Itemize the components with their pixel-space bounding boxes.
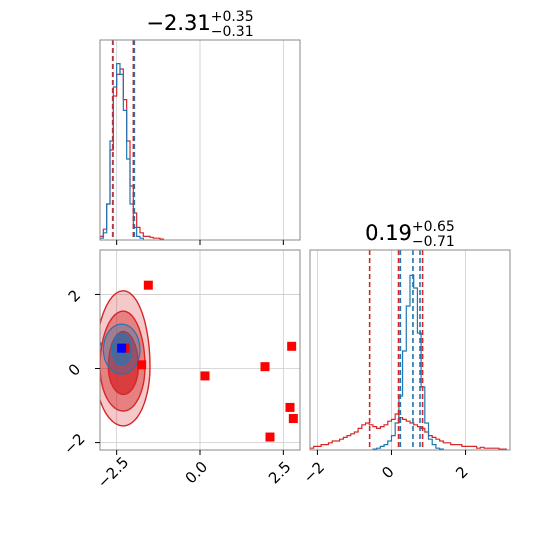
quantile-lines <box>111 40 136 240</box>
title-median: 0.19 <box>365 221 412 245</box>
title-minus: −0.71 <box>412 234 455 250</box>
panel-marginal-x: −2.31+0.35 −2.31−0.31 <box>99 9 301 245</box>
svg-text:0.19−0.71: 0.19−0.71 <box>365 221 455 250</box>
tick-label: −2 <box>300 458 328 486</box>
red-square-marker <box>137 360 147 370</box>
tick-label: 0 <box>65 360 84 379</box>
point-markers <box>100 280 298 442</box>
title-plus: +0.35 <box>211 9 254 25</box>
tick-label: 0.0 <box>182 458 212 488</box>
red-square-marker <box>200 371 210 381</box>
x-ticks <box>116 240 284 245</box>
histograms <box>310 274 507 450</box>
tick-label: −2.5 <box>94 453 132 491</box>
x-axis-ticks: −2.5 0.0 2.5 <box>94 450 295 492</box>
red-square-marker <box>260 362 270 372</box>
tick-label: 0 <box>378 463 397 482</box>
y-axis-ticks: −2 0 2 <box>60 286 100 458</box>
title-median: −2.31 <box>146 11 210 35</box>
blue-histogram <box>100 63 144 240</box>
red-square-marker <box>287 341 297 351</box>
tick-label: −2 <box>60 430 88 458</box>
red-square-marker <box>288 414 298 424</box>
panel-marginal-y: −2 0 2 0.19+0.65 0.19−0.71 <box>300 219 511 487</box>
red-square-marker <box>265 432 275 442</box>
panel-title: −2.31+0.35 <box>146 9 253 35</box>
red-square-marker <box>143 280 153 290</box>
tick-label: 2 <box>452 463 471 482</box>
title-minus: −0.31 <box>211 24 254 40</box>
blue-square-marker <box>117 343 127 353</box>
panel-joint-density: −2.5 0.0 2.5 −2 0 2 <box>60 249 301 492</box>
red-histogram <box>310 413 507 450</box>
red-square-marker <box>285 402 295 412</box>
blue-edge-marker <box>100 342 102 347</box>
histograms <box>100 63 164 240</box>
tick-label: 2.5 <box>265 458 295 488</box>
blue-histogram <box>372 274 444 450</box>
title-plus: +0.65 <box>412 219 455 235</box>
svg-text:−2.31−0.31: −2.31−0.31 <box>146 11 253 40</box>
grid-lines <box>317 250 466 450</box>
quantile-lines <box>368 250 424 450</box>
tick-label: 2 <box>65 286 84 305</box>
plot-frame <box>309 249 511 451</box>
panel-title: 0.19+0.65 <box>365 219 455 245</box>
x-axis-ticks: −2 0 2 <box>300 450 472 487</box>
